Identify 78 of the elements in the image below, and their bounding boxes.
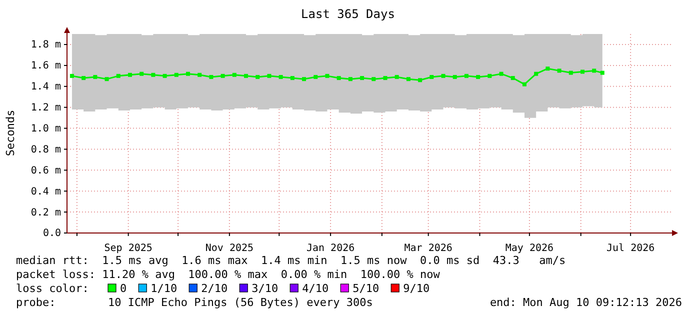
text: 0	[120, 282, 127, 295]
y-tick-label: 0.2 m	[30, 207, 61, 218]
point	[278, 74, 283, 79]
point	[546, 66, 550, 71]
point	[314, 74, 318, 79]
point	[174, 72, 178, 77]
y-tick-label: 1.8 m	[30, 40, 61, 51]
point	[557, 68, 562, 73]
point	[267, 74, 272, 78]
point	[186, 72, 190, 76]
point	[476, 74, 480, 79]
point	[600, 70, 604, 75]
y-tick-label: 0.4 m	[30, 186, 61, 198]
y-tick-label: 1.6 m	[30, 60, 61, 72]
text: end: Mon Aug 10 09:12:13 2026	[490, 296, 682, 309]
point	[430, 74, 434, 79]
text: probe:	[16, 296, 56, 309]
point	[198, 72, 202, 77]
point	[580, 70, 584, 74]
text: 5/10	[352, 282, 380, 295]
point	[209, 74, 214, 79]
x-tick-label: May 2026	[505, 243, 554, 254]
point	[302, 77, 306, 82]
y-tick-label: 1.0 m	[30, 123, 61, 134]
text: 4/10	[302, 282, 329, 295]
point	[82, 76, 86, 80]
point	[70, 74, 74, 78]
text: packet loss: 11.20 % avg 100.00 % max 0.00 % min 100.00 % now	[16, 268, 440, 281]
point	[383, 76, 388, 80]
text: median rtt: 1.5 ms avg 1.6 ms max 1.4 ms min 1.5 ms now 0.0 ms sd 43.3 am/s	[16, 254, 566, 267]
point	[325, 74, 330, 78]
point	[372, 77, 376, 82]
text: 9/10	[403, 282, 430, 295]
point	[116, 74, 120, 78]
point	[140, 72, 144, 76]
point	[244, 74, 248, 78]
text: loss color:	[16, 282, 89, 295]
chart-title: Last 365 Days	[301, 7, 395, 21]
point	[568, 70, 573, 75]
point	[488, 74, 492, 78]
point	[418, 78, 422, 82]
point	[128, 72, 132, 77]
point	[441, 74, 446, 78]
x-tick-label: Jan 2026	[306, 243, 355, 254]
point	[464, 74, 468, 78]
text: 10 ICMP Echo Pings (56 Bytes) every 300s	[108, 296, 373, 309]
point	[452, 74, 457, 79]
x-tick-label: Mar 2026	[404, 243, 452, 254]
point	[394, 74, 399, 79]
text: 3/10	[252, 282, 278, 295]
point	[336, 76, 341, 80]
point	[256, 74, 260, 79]
point	[360, 76, 364, 80]
y-tick-label: 0.0	[42, 228, 61, 240]
y-tick-label: 0.6 m	[30, 165, 61, 176]
x-tick-label: Nov 2025	[205, 243, 254, 254]
x-tick-label: Jul 2026	[606, 243, 655, 254]
point	[499, 72, 504, 76]
y-tick-label: 1.4 m	[30, 82, 61, 93]
point	[162, 74, 167, 78]
y-tick-label: 1.2 m	[30, 102, 61, 114]
point	[220, 74, 225, 78]
point	[522, 82, 526, 86]
x-tick-label: Sep 2025	[104, 243, 152, 254]
point	[348, 77, 352, 82]
point	[232, 72, 236, 77]
point	[93, 74, 98, 79]
point	[406, 77, 410, 82]
point	[592, 68, 596, 73]
y-tick-label: 0.8 m	[30, 144, 61, 156]
point	[151, 72, 156, 77]
text: 2/10	[201, 282, 228, 295]
text: 1/10	[150, 282, 178, 295]
point	[104, 77, 109, 82]
point	[534, 72, 538, 76]
point	[510, 76, 515, 80]
y-axis-title: Seconds	[4, 110, 17, 156]
point	[290, 76, 294, 80]
